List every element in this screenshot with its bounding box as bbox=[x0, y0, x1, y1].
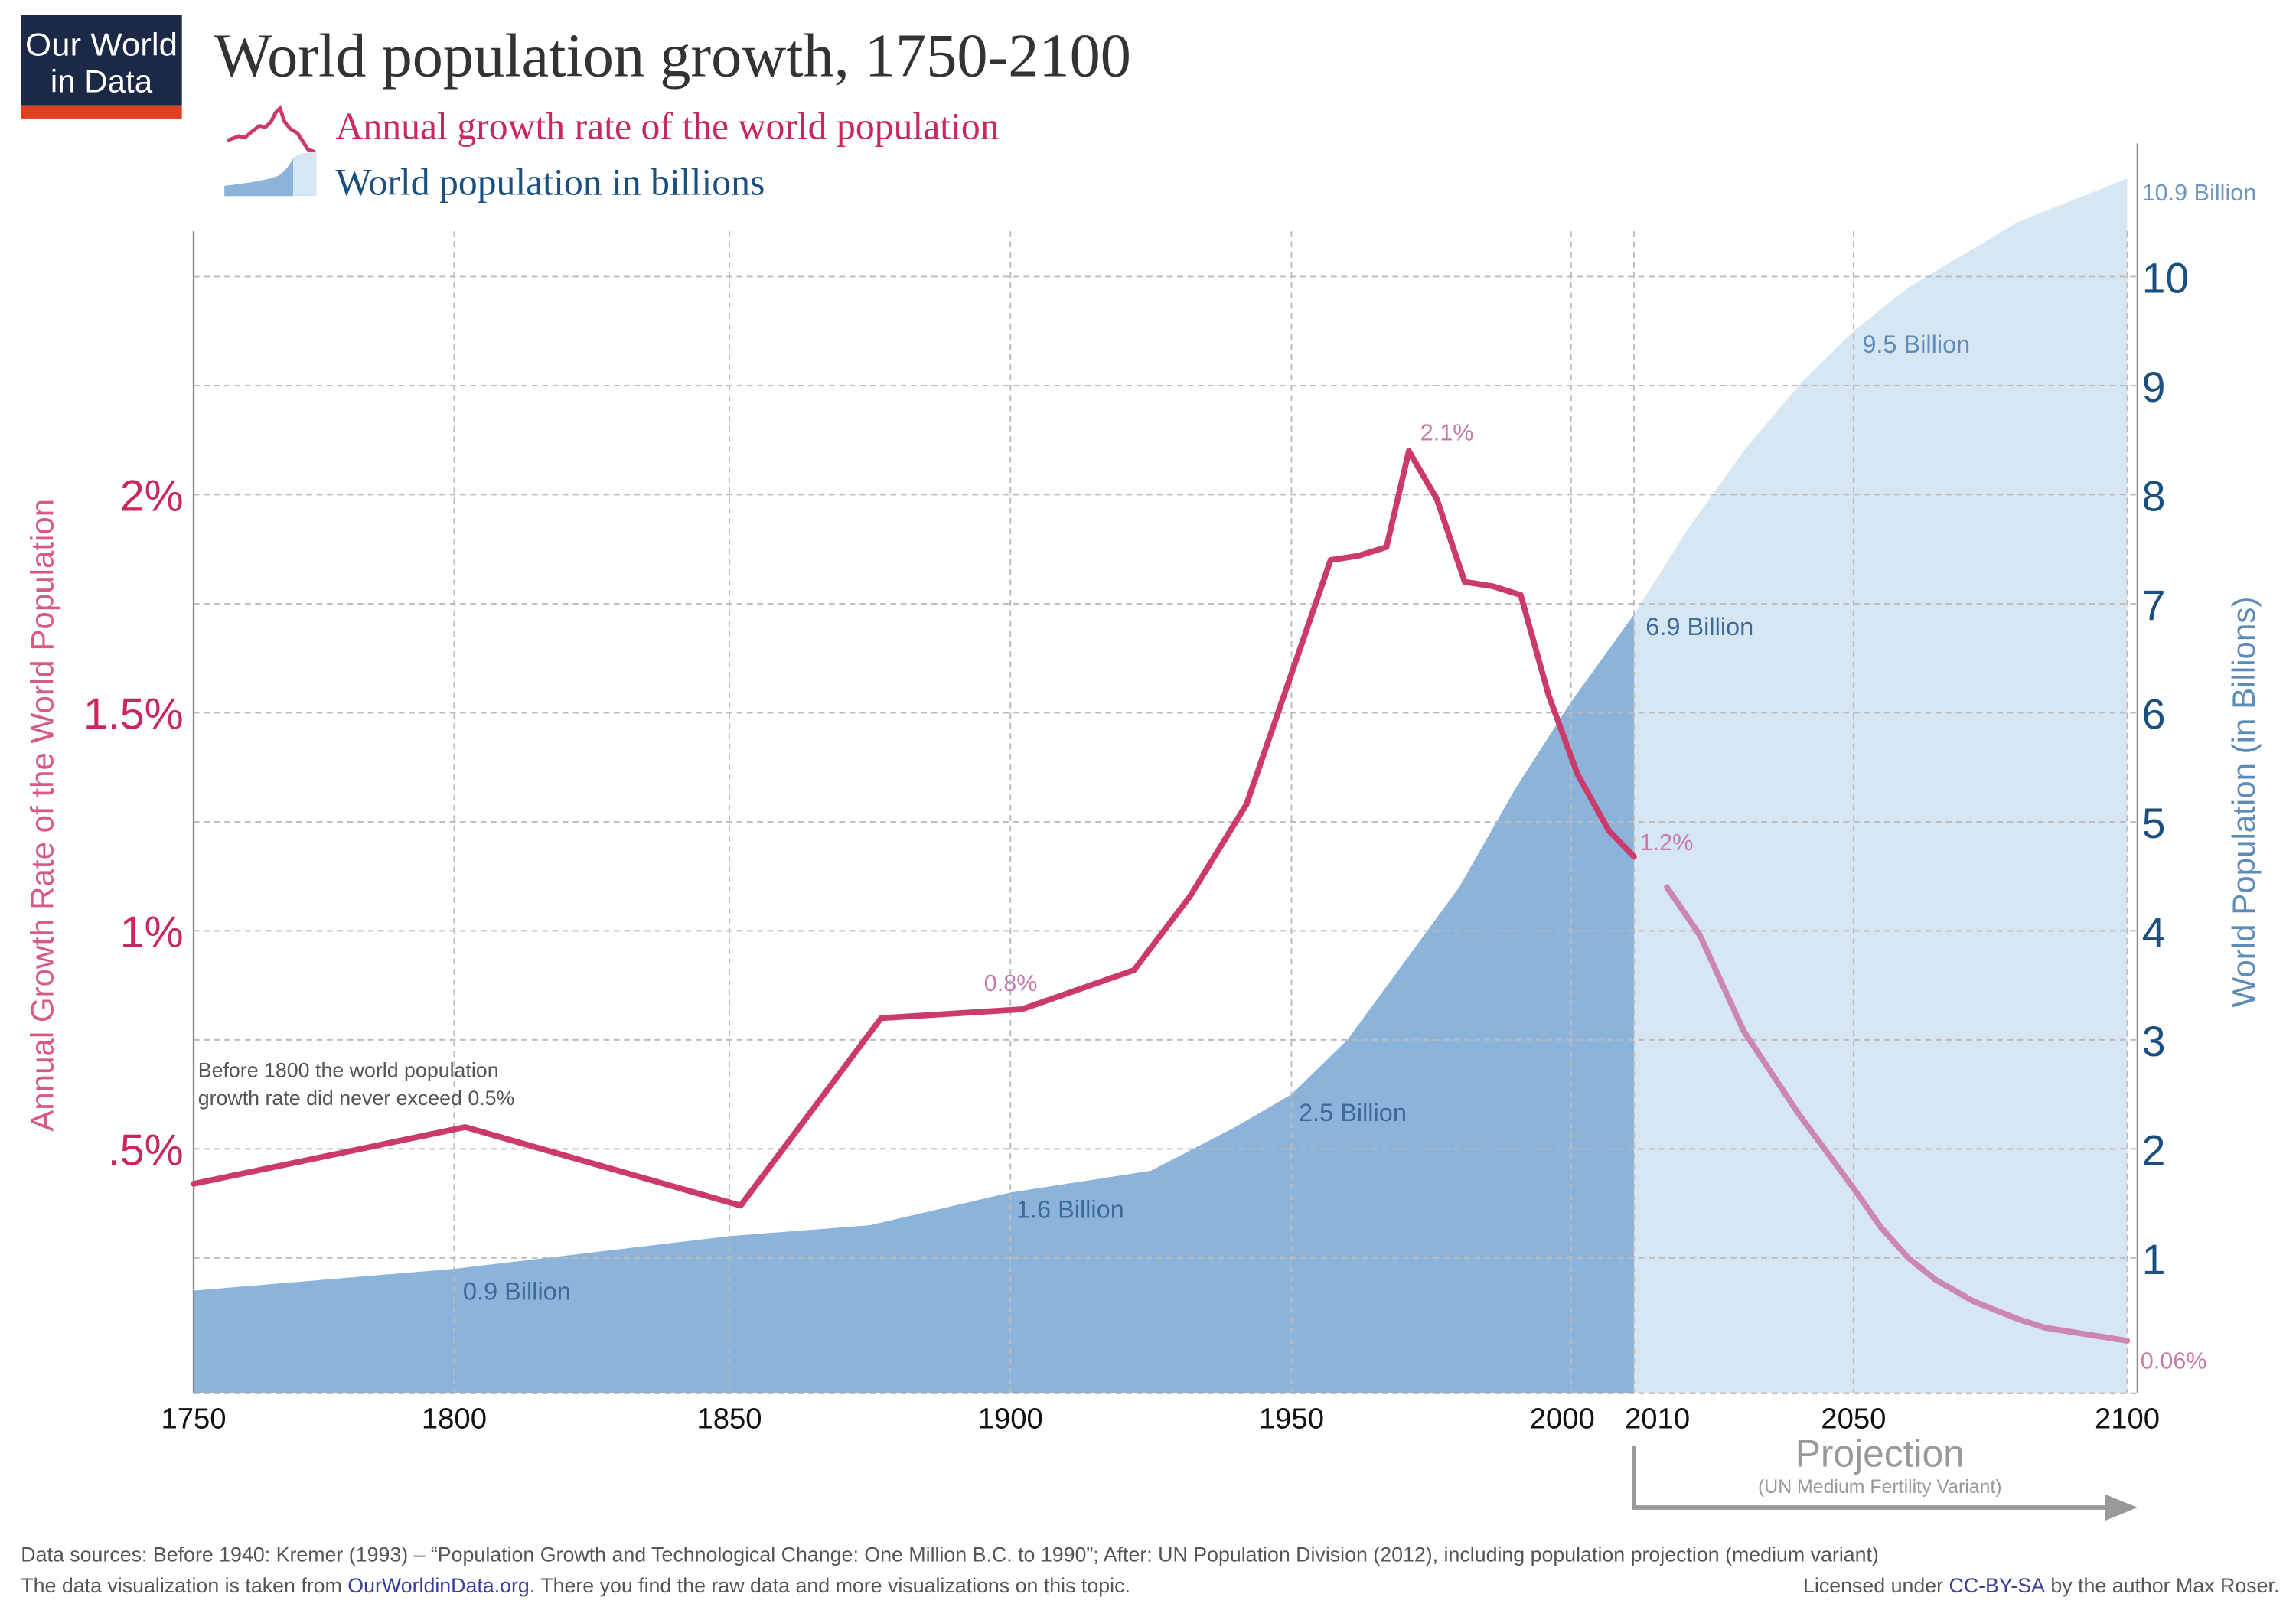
legend-population-label: World population in billions bbox=[336, 161, 765, 203]
label-pop-2.5: 2.5 Billion bbox=[1299, 1099, 1407, 1126]
footer-viz: The data visualization is taken from Our… bbox=[21, 1574, 1130, 1597]
footer-viz-suffix: . There you find the raw data and more v… bbox=[530, 1574, 1130, 1597]
footer: Data sources: Before 1940: Kremer (1993)… bbox=[21, 1543, 2279, 1597]
projection-label: Projection bbox=[1795, 1432, 1965, 1475]
legend-growth-icon bbox=[227, 105, 316, 155]
y-left-axis-title: Annual Growth Rate of the World Populati… bbox=[24, 499, 60, 1132]
footer-license: Licensed under CC-BY-SA by the author Ma… bbox=[1803, 1574, 2279, 1597]
label-pop-10.9: 10.9 Billion bbox=[2142, 180, 2257, 206]
y-right-tick-label-8: 8 bbox=[2142, 472, 2166, 520]
y-right-tick-label-10: 10 bbox=[2142, 255, 2190, 302]
label-pop-9.5: 9.5 Billion bbox=[1862, 331, 1970, 358]
y-left-tick-label: 1.5% bbox=[83, 689, 184, 738]
annotations: Before 1800 the world population growth … bbox=[198, 180, 2257, 1374]
label-pop-0.9: 0.9 Billion bbox=[463, 1277, 571, 1305]
legend-growth-label: Annual growth rate of the world populati… bbox=[336, 106, 1000, 148]
owid-logo[interactable]: Our World in Data bbox=[21, 15, 182, 119]
projection-arrow-head-icon bbox=[2105, 1494, 2138, 1521]
y-right-axis-title: World Population (in Billions) bbox=[2226, 597, 2262, 1008]
y-left-tick-label: 1% bbox=[120, 908, 184, 957]
growth-rate-line-historical bbox=[191, 448, 1637, 1209]
projection-marker: Projection (UN Medium Fertility Variant) bbox=[1632, 1432, 2138, 1521]
legend-population-icon bbox=[224, 152, 317, 197]
legend: Annual growth rate of the world populati… bbox=[224, 105, 1000, 203]
y-right-tick-label-5: 5 bbox=[2142, 800, 2166, 847]
y-right-tick-label-3: 3 bbox=[2142, 1018, 2166, 1065]
footer-sources: Data sources: Before 1940: Kremer (1993)… bbox=[21, 1543, 1879, 1566]
y-right-tick-label-2: 2 bbox=[2142, 1126, 2166, 1174]
y-left-tick-label: 2% bbox=[120, 471, 184, 520]
label-growth-1.2: 1.2% bbox=[1640, 830, 1694, 856]
license-prefix: Licensed under bbox=[1803, 1574, 1949, 1597]
logo-text-line1: Our World bbox=[25, 27, 178, 63]
y-right-tick-label-7: 7 bbox=[2142, 582, 2166, 629]
logo-text-line2: in Data bbox=[51, 63, 153, 99]
plot-area: 1750 1800 1850 1900 1950 2000 2010 2050 2100 .5% 1… bbox=[83, 143, 2190, 1436]
owid-link[interactable]: OurWorldinData.org bbox=[347, 1574, 530, 1597]
x-tick-label-1850: 1850 bbox=[696, 1403, 762, 1436]
x-tick-label-2050: 2050 bbox=[1821, 1403, 1886, 1436]
y-right-tick-label-9: 9 bbox=[2142, 363, 2166, 411]
y-left-tick-label: .5% bbox=[108, 1126, 184, 1175]
y-right-tick-label-1: 1 bbox=[2142, 1236, 2166, 1283]
population-area-projection bbox=[1633, 178, 2128, 1393]
x-tick-label-1750: 1750 bbox=[161, 1403, 226, 1436]
projection-arrow-line bbox=[1632, 1446, 2108, 1510]
y-right-tick-label-6: 6 bbox=[2142, 690, 2166, 738]
note-line2: growth rate did never exceed 0.5% bbox=[198, 1087, 515, 1110]
x-tick-label-1900: 1900 bbox=[978, 1403, 1043, 1436]
footer-viz-prefix: The data visualization is taken from bbox=[21, 1574, 347, 1597]
label-growth-0.8: 0.8% bbox=[984, 970, 1038, 996]
x-tick-label-2000: 2000 bbox=[1530, 1403, 1595, 1436]
label-pop-6.9: 6.9 Billion bbox=[1645, 613, 1753, 641]
y-right-tick-label-4: 4 bbox=[2142, 908, 2166, 956]
chart-title: World population growth, 1750-2100 bbox=[214, 21, 1131, 90]
label-growth-2.1: 2.1% bbox=[1420, 420, 1474, 446]
license-link[interactable]: CC-BY-SA bbox=[1949, 1574, 2045, 1597]
x-tick-label-2100: 2100 bbox=[2095, 1403, 2160, 1436]
population-area-historical bbox=[194, 614, 1634, 1393]
license-suffix: by the author Max Roser. bbox=[2045, 1574, 2279, 1597]
x-tick-label-1800: 1800 bbox=[422, 1403, 487, 1436]
projection-sublabel: (UN Medium Fertility Variant) bbox=[1758, 1476, 2002, 1498]
label-pop-1.6: 1.6 Billion bbox=[1016, 1195, 1124, 1223]
growth-rate-line-projection bbox=[1664, 884, 2131, 1344]
x-tick-label-1950: 1950 bbox=[1259, 1403, 1324, 1436]
x-tick-label-2010: 2010 bbox=[1625, 1403, 1690, 1436]
label-growth-0.06: 0.06% bbox=[2141, 1348, 2207, 1374]
note-line1: Before 1800 the world population bbox=[198, 1059, 499, 1082]
